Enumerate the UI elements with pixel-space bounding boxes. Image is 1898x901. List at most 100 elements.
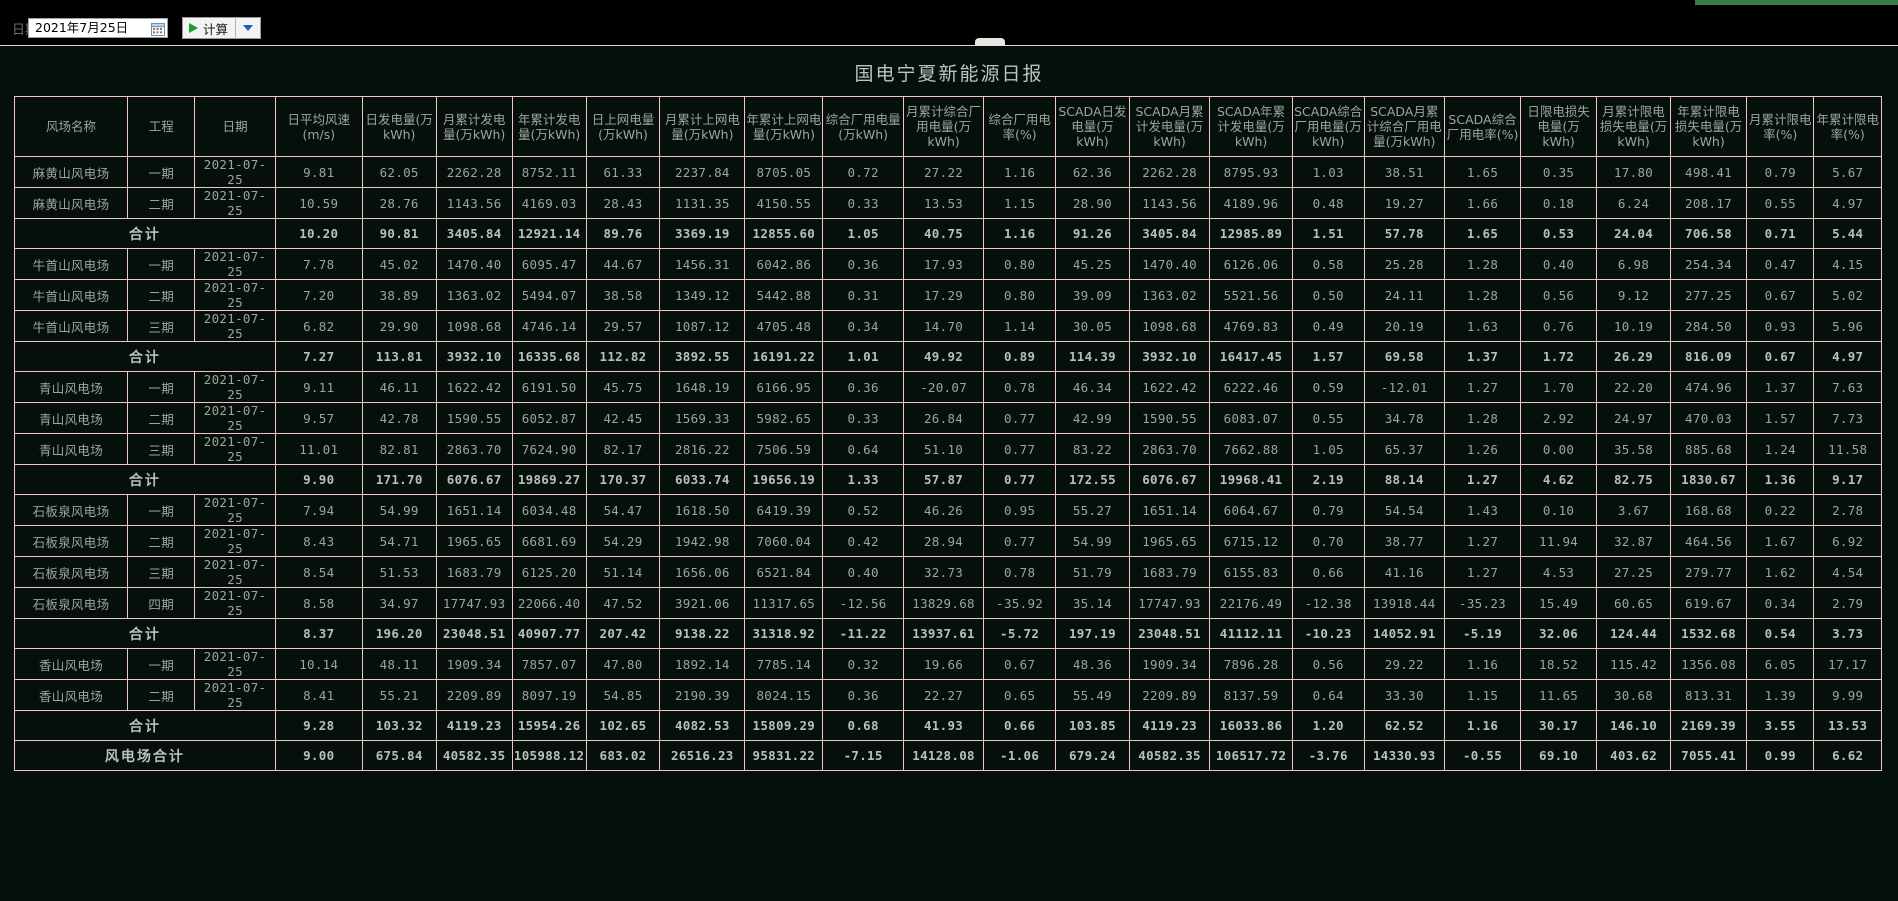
cell-21: 1356.08 — [1669, 648, 1748, 680]
subtotal-row[interactable]: 合计 9.90 171.70 6076.67 19869.27 170.37 6033.74… — [14, 464, 1882, 495]
column-header-7[interactable]: 日上网电量(万kWh) — [585, 96, 661, 157]
column-header-8[interactable]: 月累计上网电量(万kWh) — [659, 96, 746, 157]
column-header-21[interactable]: 年累计限电损失电量(万kWh) — [1669, 96, 1748, 157]
table-row[interactable]: 青山风电场 一期 2021-07-25 9.11 46.11 1622.42 6191.50… — [13, 371, 1882, 403]
cell-17: 69.58 — [1363, 341, 1445, 372]
phase-cell: 三期 — [127, 433, 196, 465]
column-header-12[interactable]: 综合厂用电率(%) — [983, 96, 1056, 157]
table-row[interactable]: 石板泉风电场 四期 2021-07-25 8.58 34.97 17747.93 22066… — [13, 587, 1882, 619]
column-header-2[interactable]: 日期 — [194, 96, 276, 157]
column-header-10[interactable]: 综合厂用电量(万kWh) — [822, 96, 904, 157]
cell-11: 26.84 — [902, 402, 985, 434]
column-header-18[interactable]: SCADA综合厂用电率(%) — [1443, 96, 1522, 157]
calculate-button-divider — [235, 18, 237, 38]
cell-6: 8752.11 — [511, 156, 587, 188]
cell-19: 1.72 — [1520, 341, 1598, 372]
column-header-23[interactable]: 年累计限电率(%) — [1813, 96, 1882, 157]
column-header-5[interactable]: 月累计发电量(万kWh) — [435, 96, 513, 157]
cell-13: 114.39 — [1054, 341, 1130, 372]
cell-4: 54.99 — [361, 494, 437, 526]
cell-15: 7662.88 — [1209, 433, 1293, 465]
date-cell: 2021-07-25 — [194, 187, 276, 219]
cell-3: 10.14 — [274, 648, 363, 680]
table-row[interactable]: 石板泉风电场 二期 2021-07-25 8.43 54.71 1965.65 6681.6… — [13, 525, 1882, 557]
calculate-button-group: 计算 — [182, 17, 262, 39]
cell-12: -35.92 — [983, 587, 1056, 619]
farm-name-cell: 麻黄山风电场 — [13, 156, 129, 188]
cell-14: 3405.84 — [1128, 218, 1211, 249]
cell-12: 0.65 — [983, 679, 1056, 711]
subtotal-row[interactable]: 合计 10.20 90.81 3405.84 12921.14 89.76 3369.19 1… — [14, 218, 1882, 249]
cell-11: 17.93 — [902, 248, 985, 280]
report-tab-stub[interactable] — [975, 38, 1005, 46]
table-row[interactable]: 牛首山风电场 三期 2021-07-25 6.82 29.90 1098.68 4746.1… — [13, 310, 1882, 342]
column-header-13[interactable]: SCADA日发电量(万kWh) — [1054, 96, 1130, 157]
table-row[interactable]: 石板泉风电场 一期 2021-07-25 7.94 54.99 1651.14 6034.4… — [13, 494, 1882, 526]
calculate-dropdown-button[interactable] — [236, 18, 260, 38]
cell-6: 4169.03 — [511, 187, 587, 219]
cell-13: 54.99 — [1054, 525, 1130, 557]
cell-22: 0.54 — [1746, 618, 1815, 649]
column-header-19[interactable]: 日限电损失电量(万kWh) — [1520, 96, 1598, 157]
column-header-1[interactable]: 工程 — [127, 96, 196, 157]
table-row[interactable]: 麻黄山风电场 一期 2021-07-25 9.81 62.05 2262.28 8752.1… — [13, 156, 1882, 188]
subtotal-row[interactable]: 合计 9.28 103.32 4119.23 15954.26 102.65 4082.53… — [14, 710, 1882, 741]
cell-6: 6095.47 — [511, 248, 587, 280]
cell-13: 28.90 — [1054, 187, 1130, 219]
table-row[interactable]: 石板泉风电场 三期 2021-07-25 8.54 51.53 1683.79 6125.2… — [13, 556, 1882, 588]
cell-12: 1.16 — [983, 156, 1056, 188]
cell-17: -12.01 — [1363, 371, 1445, 403]
cell-10: 0.32 — [822, 648, 904, 680]
column-header-16[interactable]: SCADA综合厂用电量(万kWh) — [1291, 96, 1365, 157]
cell-23: 2.79 — [1813, 587, 1882, 619]
column-header-17[interactable]: SCADA月累计综合厂用电量(万kWh) — [1363, 96, 1445, 157]
cell-16: 0.70 — [1291, 525, 1365, 557]
table-row[interactable]: 青山风电场 二期 2021-07-25 9.57 42.78 1590.55 6052.87… — [13, 402, 1882, 434]
cell-5: 1651.14 — [435, 494, 513, 526]
cell-5: 2209.89 — [435, 679, 513, 711]
table-header: 风场名称 工程 日期 日平均风速(m/s) 日发电量(万kWh) 月累计发电量(万kWh)… — [13, 96, 1882, 157]
cell-21: 470.03 — [1669, 402, 1748, 434]
cell-15: 4769.83 — [1209, 310, 1293, 342]
table-row[interactable]: 牛首山风电场 一期 2021-07-25 7.78 45.02 1470.40 6095.4… — [13, 248, 1882, 280]
cell-23: 5.02 — [1813, 279, 1882, 311]
calculate-button[interactable]: 计算 — [183, 18, 235, 38]
table-row[interactable]: 青山风电场 三期 2021-07-25 11.01 82.81 2863.70 7624.9… — [13, 433, 1882, 465]
phase-cell: 一期 — [127, 248, 196, 280]
table-row[interactable]: 香山风电场 二期 2021-07-25 8.41 55.21 2209.89 8097.19… — [13, 679, 1882, 711]
column-header-11[interactable]: 月累计综合厂用电量(万kWh) — [902, 96, 985, 157]
column-header-6[interactable]: 年累计发电量(万kWh) — [511, 96, 587, 157]
calendar-icon[interactable] — [151, 21, 165, 36]
cell-23: 5.67 — [1813, 156, 1882, 188]
cell-22: 0.67 — [1746, 279, 1815, 311]
column-header-0[interactable]: 风场名称 — [13, 96, 129, 157]
column-header-22[interactable]: 月累计限电率(%) — [1746, 96, 1815, 157]
table-row[interactable]: 麻黄山风电场 二期 2021-07-25 10.59 28.76 1143.56 4169.… — [13, 187, 1882, 219]
cell-12: 0.67 — [983, 648, 1056, 680]
table-row[interactable]: 香山风电场 一期 2021-07-25 10.14 48.11 1909.34 7857.0… — [13, 648, 1882, 680]
cell-21: 474.96 — [1669, 371, 1748, 403]
column-header-15[interactable]: SCADA年累计发电量(万kWh) — [1209, 96, 1293, 157]
cell-7: 102.65 — [585, 710, 661, 741]
cell-15: 22176.49 — [1209, 587, 1293, 619]
cell-4: 171.70 — [361, 464, 437, 495]
cell-10: 0.31 — [822, 279, 904, 311]
cell-20: 6.98 — [1596, 248, 1671, 280]
column-header-9[interactable]: 年累计上网电量(万kWh) — [744, 96, 824, 157]
table-row[interactable]: 牛首山风电场 二期 2021-07-25 7.20 38.89 1363.02 5494.0… — [13, 279, 1882, 311]
cell-3: 9.81 — [274, 156, 363, 188]
subtotal-row[interactable]: 合计 8.37 196.20 23048.51 40907.77 207.42 9138.2… — [14, 618, 1882, 649]
date-cell: 2021-07-25 — [194, 648, 276, 680]
table-body: 麻黄山风电场 一期 2021-07-25 9.81 62.05 2262.28 8752.1… — [13, 156, 1882, 771]
cell-17: 41.16 — [1363, 556, 1445, 588]
subtotal-row[interactable]: 合计 7.27 113.81 3932.10 16335.68 112.82 3892.55… — [14, 341, 1882, 372]
cell-17: 14052.91 — [1363, 618, 1445, 649]
column-header-14[interactable]: SCADA月累计发电量(万kWh) — [1128, 96, 1211, 157]
column-header-3[interactable]: 日平均风速(m/s) — [274, 96, 363, 157]
column-header-20[interactable]: 月累计限电损失电量(万kWh) — [1596, 96, 1671, 157]
column-header-4[interactable]: 日发电量(万kWh) — [361, 96, 437, 157]
grandtotal-row[interactable]: 风电场合计 9.00 675.84 40582.35 105988.12 683.02 26… — [14, 740, 1882, 771]
cell-12: 0.89 — [983, 341, 1056, 372]
date-input[interactable]: 2021年7月25日 — [28, 18, 168, 38]
